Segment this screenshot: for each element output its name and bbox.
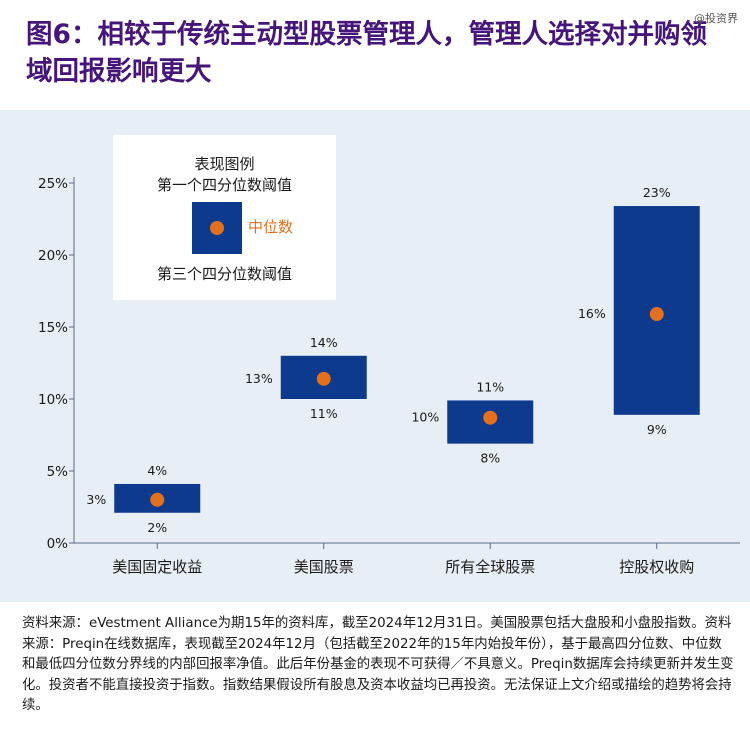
- median-point: [649, 307, 664, 322]
- upper-quartile-label: 4%: [147, 463, 167, 478]
- median-point: [150, 492, 165, 507]
- legend-upper-label: 第一个四分位数阈值: [156, 176, 292, 194]
- lower-quartile-label: 11%: [310, 406, 338, 421]
- chart: 0% 5% 10% 15% 20% 25% 美国固定收益 美国股票 所有全球股票 控股权收购 4…: [38, 176, 740, 576]
- y-tick-label: 15%: [38, 320, 68, 336]
- lower-quartile-label: 9%: [647, 422, 667, 437]
- y-tick-label: 25%: [38, 176, 68, 192]
- median-point: [483, 410, 498, 425]
- lower-quartile-label: 8%: [480, 451, 500, 466]
- upper-quartile-label: 23%: [643, 185, 671, 200]
- median-label: 10%: [411, 410, 439, 425]
- y-tick-label: 0%: [47, 536, 69, 552]
- page-title: 图6：相较于传统主动型股票管理人，管理人选择对并购领域回报影响更大: [26, 19, 707, 87]
- legend-lower-label: 第三个四分位数阈值: [156, 265, 292, 283]
- legend-title: 表现图例: [194, 155, 255, 173]
- footnote: 资料来源：eVestment Alliance为期15年的资料库，截至2024年…: [22, 616, 734, 713]
- x-tick-label: 美国固定收益: [112, 558, 202, 576]
- x-tick-label: 所有全球股票: [445, 558, 535, 576]
- y-tick-label: 5%: [47, 464, 69, 480]
- x-tick-label: 控股权收购: [619, 558, 694, 576]
- x-tick-label: 美国股票: [294, 558, 354, 576]
- upper-quartile-label: 11%: [476, 379, 504, 394]
- upper-quartile-label: 14%: [310, 335, 338, 350]
- y-axis: 0% 5% 10% 15% 20% 25%: [38, 176, 75, 552]
- legend-median-label: 中位数: [248, 218, 294, 236]
- median-label: 3%: [86, 492, 106, 507]
- x-axis: 美国固定收益 美国股票 所有全球股票 控股权收购: [74, 542, 740, 576]
- lower-quartile-label: 2%: [147, 520, 167, 535]
- watermark: @投资界: [694, 12, 738, 25]
- median-label: 16%: [578, 306, 606, 321]
- chart-boxes: 4% 2% 3% 14% 11% 13% 11% 8% 10% 23% 9% 16%: [86, 185, 700, 535]
- y-tick-label: 10%: [38, 392, 68, 408]
- median-label: 13%: [245, 371, 273, 386]
- y-tick-label: 20%: [38, 248, 68, 264]
- median-point: [316, 371, 331, 386]
- legend-median-dot: [210, 221, 224, 235]
